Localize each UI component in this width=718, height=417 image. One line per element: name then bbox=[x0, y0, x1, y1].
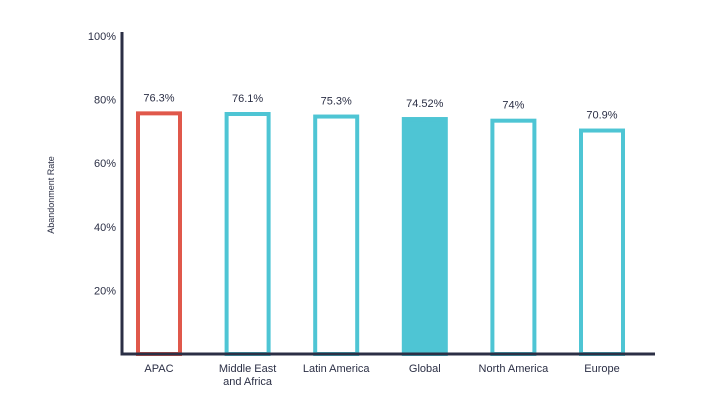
value-label: 74.52% bbox=[406, 98, 444, 110]
bars bbox=[136, 111, 625, 357]
value-label: 75.3% bbox=[321, 96, 352, 108]
category-label: Latin America bbox=[303, 363, 371, 375]
y-tick-label: 60% bbox=[94, 158, 116, 170]
bar bbox=[136, 111, 182, 356]
value-label: 76.1% bbox=[232, 93, 263, 105]
category-label: APAC bbox=[144, 363, 173, 375]
y-tick-labels: 20% 40% 60% 80% 100% bbox=[88, 31, 116, 297]
category-label: Global bbox=[409, 363, 441, 375]
bar bbox=[401, 117, 448, 356]
bar bbox=[313, 114, 360, 356]
value-label: 70.9% bbox=[586, 110, 617, 122]
y-axis-label: Abandonment Rate bbox=[46, 156, 56, 234]
y-tick-label: 20% bbox=[94, 285, 116, 297]
y-tick-label: 80% bbox=[94, 95, 116, 107]
bar bbox=[490, 118, 537, 357]
y-tick-label: 40% bbox=[94, 222, 116, 234]
value-labels: 76.3% 76.1% 75.3% 74.52% 74% 70.9% bbox=[143, 92, 617, 121]
bar bbox=[224, 112, 271, 356]
value-label: 74% bbox=[502, 100, 524, 112]
category-label: Europe bbox=[584, 363, 619, 375]
category-label: North America bbox=[479, 363, 550, 375]
value-label: 76.3% bbox=[143, 92, 174, 104]
category-label: Middle East and Africa bbox=[219, 363, 276, 388]
y-tick-label: 100% bbox=[88, 31, 116, 43]
category-labels: APAC Middle East and Africa Latin America Gl… bbox=[144, 363, 619, 388]
bar bbox=[579, 128, 625, 356]
